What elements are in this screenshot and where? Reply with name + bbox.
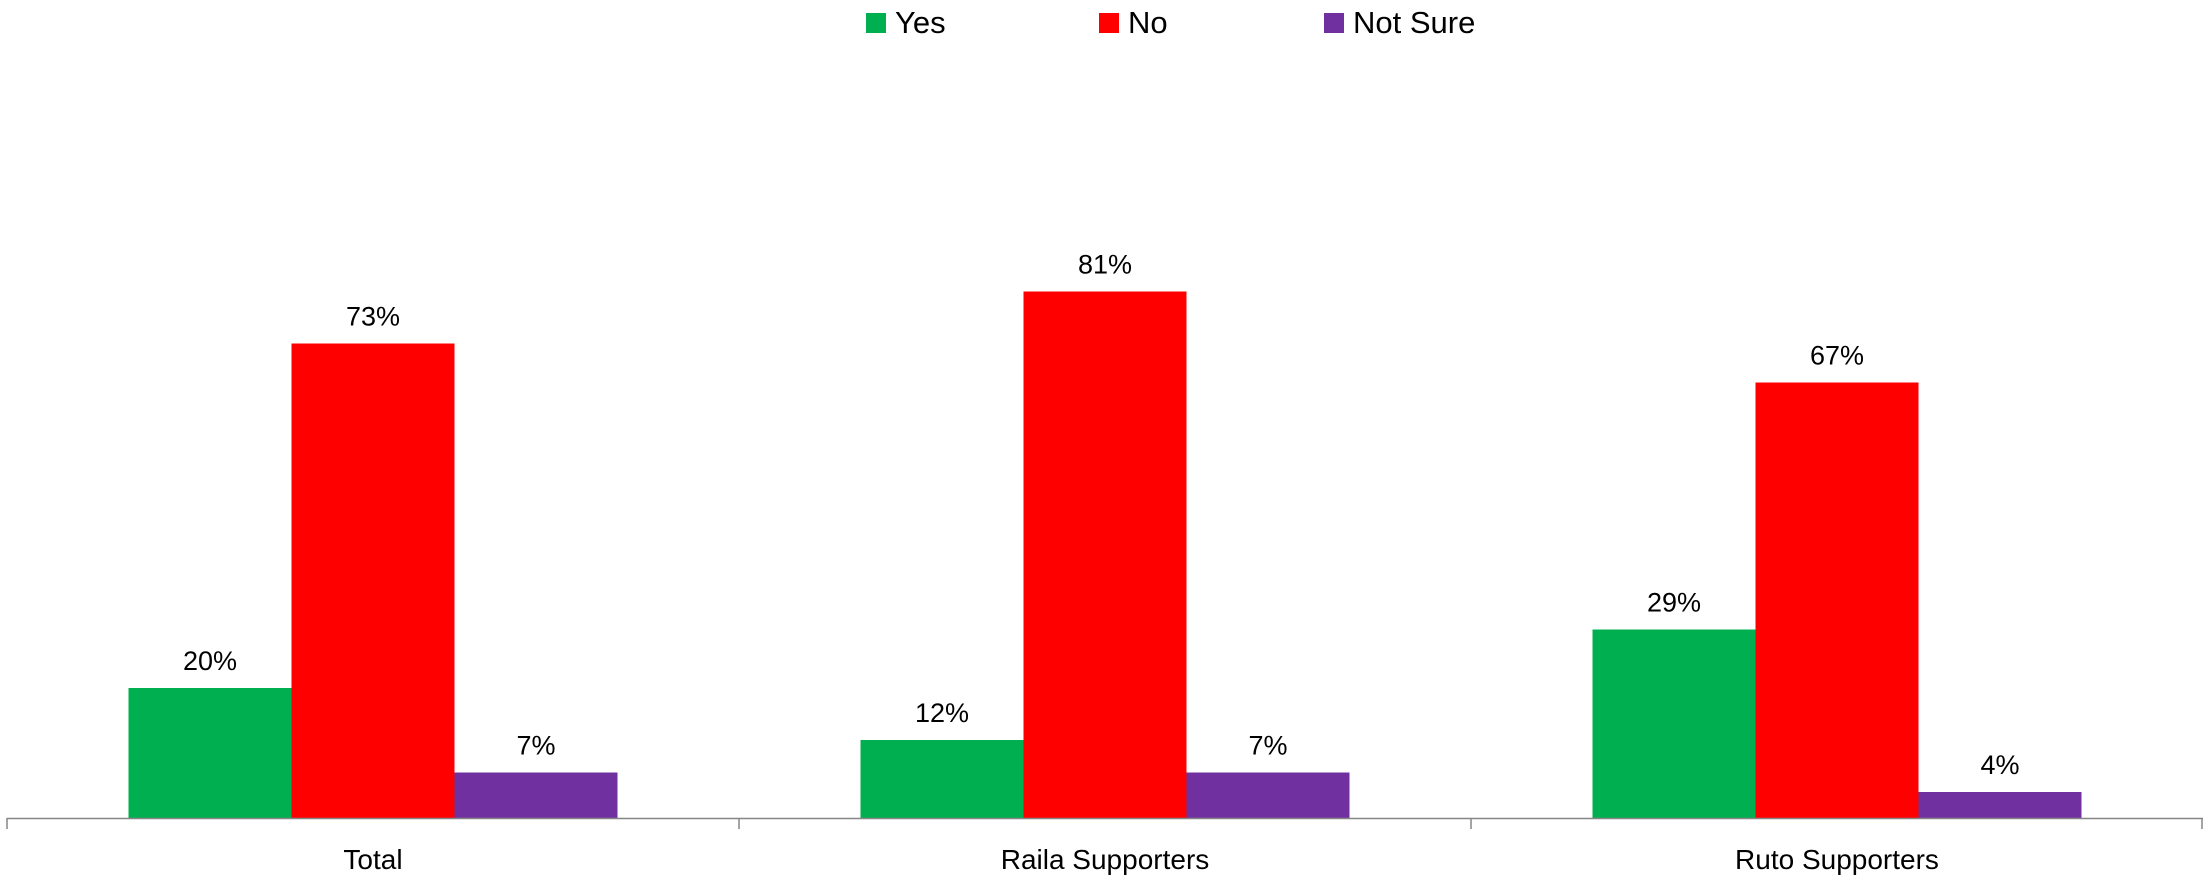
data-label-no-ruto-supporters: 67% bbox=[1810, 341, 1864, 371]
value-labels-group: 20% 73% 7% 12% 81% 7% 29% 67% 4% bbox=[183, 250, 2020, 781]
legend-label-yes: Yes bbox=[895, 5, 946, 40]
category-label-total: Total bbox=[343, 844, 402, 875]
category-label-ruto-supporters: Ruto Supporters bbox=[1735, 844, 1939, 875]
legend-swatch-not-sure bbox=[1324, 13, 1344, 33]
chart-legend: Yes No Not Sure bbox=[0, 0, 2203, 50]
bar-no-total bbox=[291, 343, 455, 818]
bar-no-ruto-supporters bbox=[1755, 382, 1919, 818]
x-axis bbox=[6, 817, 2203, 829]
legend-swatch-no bbox=[1099, 13, 1119, 33]
data-label-no-total: 73% bbox=[346, 302, 400, 332]
bar-yes-total bbox=[128, 688, 292, 818]
data-label-not-sure-total: 7% bbox=[516, 731, 555, 761]
data-label-yes-total: 20% bbox=[183, 646, 237, 676]
data-label-no-raila-supporters: 81% bbox=[1078, 250, 1132, 280]
legend-label-no: No bbox=[1128, 5, 1168, 40]
category-labels-group: Total Raila Supporters Ruto Supporters bbox=[343, 844, 1939, 875]
category-label-raila-supporters: Raila Supporters bbox=[1001, 844, 1210, 875]
bar-not-sure-ruto-supporters bbox=[1918, 792, 2082, 818]
legend-label-not-sure: Not Sure bbox=[1353, 5, 1476, 40]
legend-item-yes: Yes bbox=[866, 4, 946, 42]
legend-item-no: No bbox=[1099, 4, 1168, 42]
bar-not-sure-raila-supporters bbox=[1186, 772, 1350, 818]
legend-item-not-sure: Not Sure bbox=[1324, 4, 1475, 42]
data-label-not-sure-ruto-supporters: 4% bbox=[1980, 750, 2019, 780]
data-label-yes-raila-supporters: 12% bbox=[915, 698, 969, 728]
bar-no-raila-supporters bbox=[1023, 291, 1187, 818]
bar-yes-ruto-supporters bbox=[1592, 629, 1756, 818]
bar-yes-raila-supporters bbox=[860, 740, 1024, 818]
data-label-not-sure-raila-supporters: 7% bbox=[1248, 731, 1287, 761]
data-label-yes-ruto-supporters: 29% bbox=[1647, 588, 1701, 618]
bars-group bbox=[128, 291, 2082, 818]
bar-not-sure-total bbox=[454, 772, 618, 818]
legend-swatch-yes bbox=[866, 13, 886, 33]
